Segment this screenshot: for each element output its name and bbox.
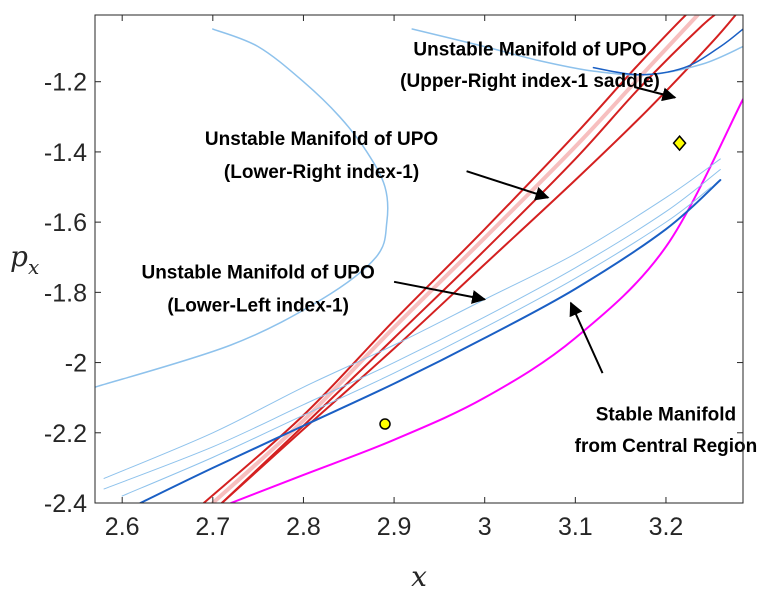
y-axis-label-main: p [10,240,28,273]
y-tick-label: -2.4 [44,490,87,518]
y-tick-label: -2 [65,350,87,378]
diamond-marker [672,134,687,152]
annotation-text: (Lower-Right index-1) [224,162,419,183]
y-axis-label: px [10,240,39,279]
y-tick-label: -1.4 [44,139,87,167]
y-axis-label-sub: x [28,255,39,279]
x-tick-label: 2.7 [195,513,230,541]
annotation-text: Unstable Manifold of UPO [205,129,438,150]
annotation-text: from Central Region [575,436,758,457]
plot-frame [94,14,744,504]
series-layer [95,15,743,503]
x-tick-label: 2.8 [286,513,321,541]
series-line-blue-arc-upper-right-dark [592,28,743,76]
annotation-text: Unstable Manifold of UPO [141,262,374,283]
point-layer [379,134,687,430]
circle-marker [379,418,391,430]
annotation-text: Unstable Manifold of UPO [413,39,646,60]
series-line-unstable-manifold-of-upo-upper-right-index-1-saddle [220,15,717,503]
series-line-blue-manifold-band-1 [103,168,721,490]
tick-layer: 2.6 2.7 2.8 2.9 3 3.1 3.2 -2.4 -2.2 -2 -1.8 -1.6 -1.… [44,15,743,541]
y-tick-label: -1.6 [44,209,87,237]
plot-area [95,15,743,503]
x-tick-label: 3.2 [649,513,684,541]
annotation-text: (Upper-Right index-1 saddle) [400,71,660,92]
y-tick-label: -2.2 [44,420,87,448]
series-line-stable-manifold-from-central-region [229,98,743,503]
annotation-arrow [633,86,677,102]
y-tick-label: -1.8 [44,279,87,307]
x-tick-label: 2.6 [105,513,140,541]
series-line-blue-manifold-band-3 [121,186,712,497]
annotation-text: Stable Manifold [596,404,736,425]
x-tick-label: 3 [478,513,492,541]
series-line-blue-manifold-dark [139,179,722,503]
series-line-blue-arc-upper-right [411,28,743,76]
y-tick-label: -1.2 [44,69,87,97]
series-line-blue-manifold-band-2 [103,158,721,479]
annotation-arrow [569,301,604,374]
annotation-text: (Lower-Left index-1) [167,296,349,317]
x-axis-label: x [411,560,427,593]
x-tick-label: 2.9 [377,513,412,541]
series-line-blue-arc-left [95,28,389,388]
annotation-arrow [393,280,487,304]
annotation-layer: Unstable Manifold of UPO (Upper-Right ind… [141,39,757,457]
series-line-unstable-manifold-light-band [210,15,700,503]
annotation-arrow [466,170,550,201]
x-tick-label: 3.1 [558,513,593,541]
